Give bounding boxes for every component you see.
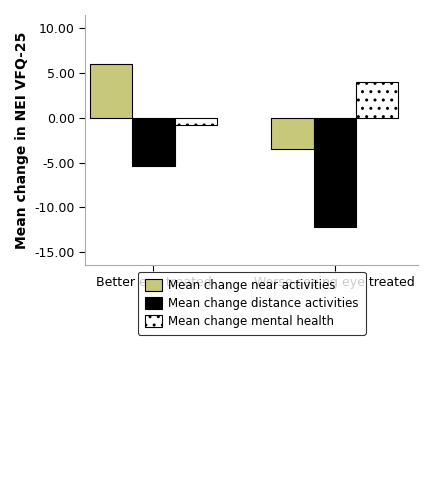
- Legend: Mean change near activities, Mean change distance activities, Mean change mental: Mean change near activities, Mean change…: [138, 272, 366, 334]
- Bar: [132, 118, 174, 166]
- Bar: [271, 118, 313, 149]
- Bar: [90, 64, 132, 118]
- Bar: [356, 82, 398, 118]
- Bar: [174, 118, 217, 125]
- Y-axis label: Mean change in NEI VFQ-25: Mean change in NEI VFQ-25: [15, 32, 29, 249]
- Bar: [313, 118, 356, 227]
